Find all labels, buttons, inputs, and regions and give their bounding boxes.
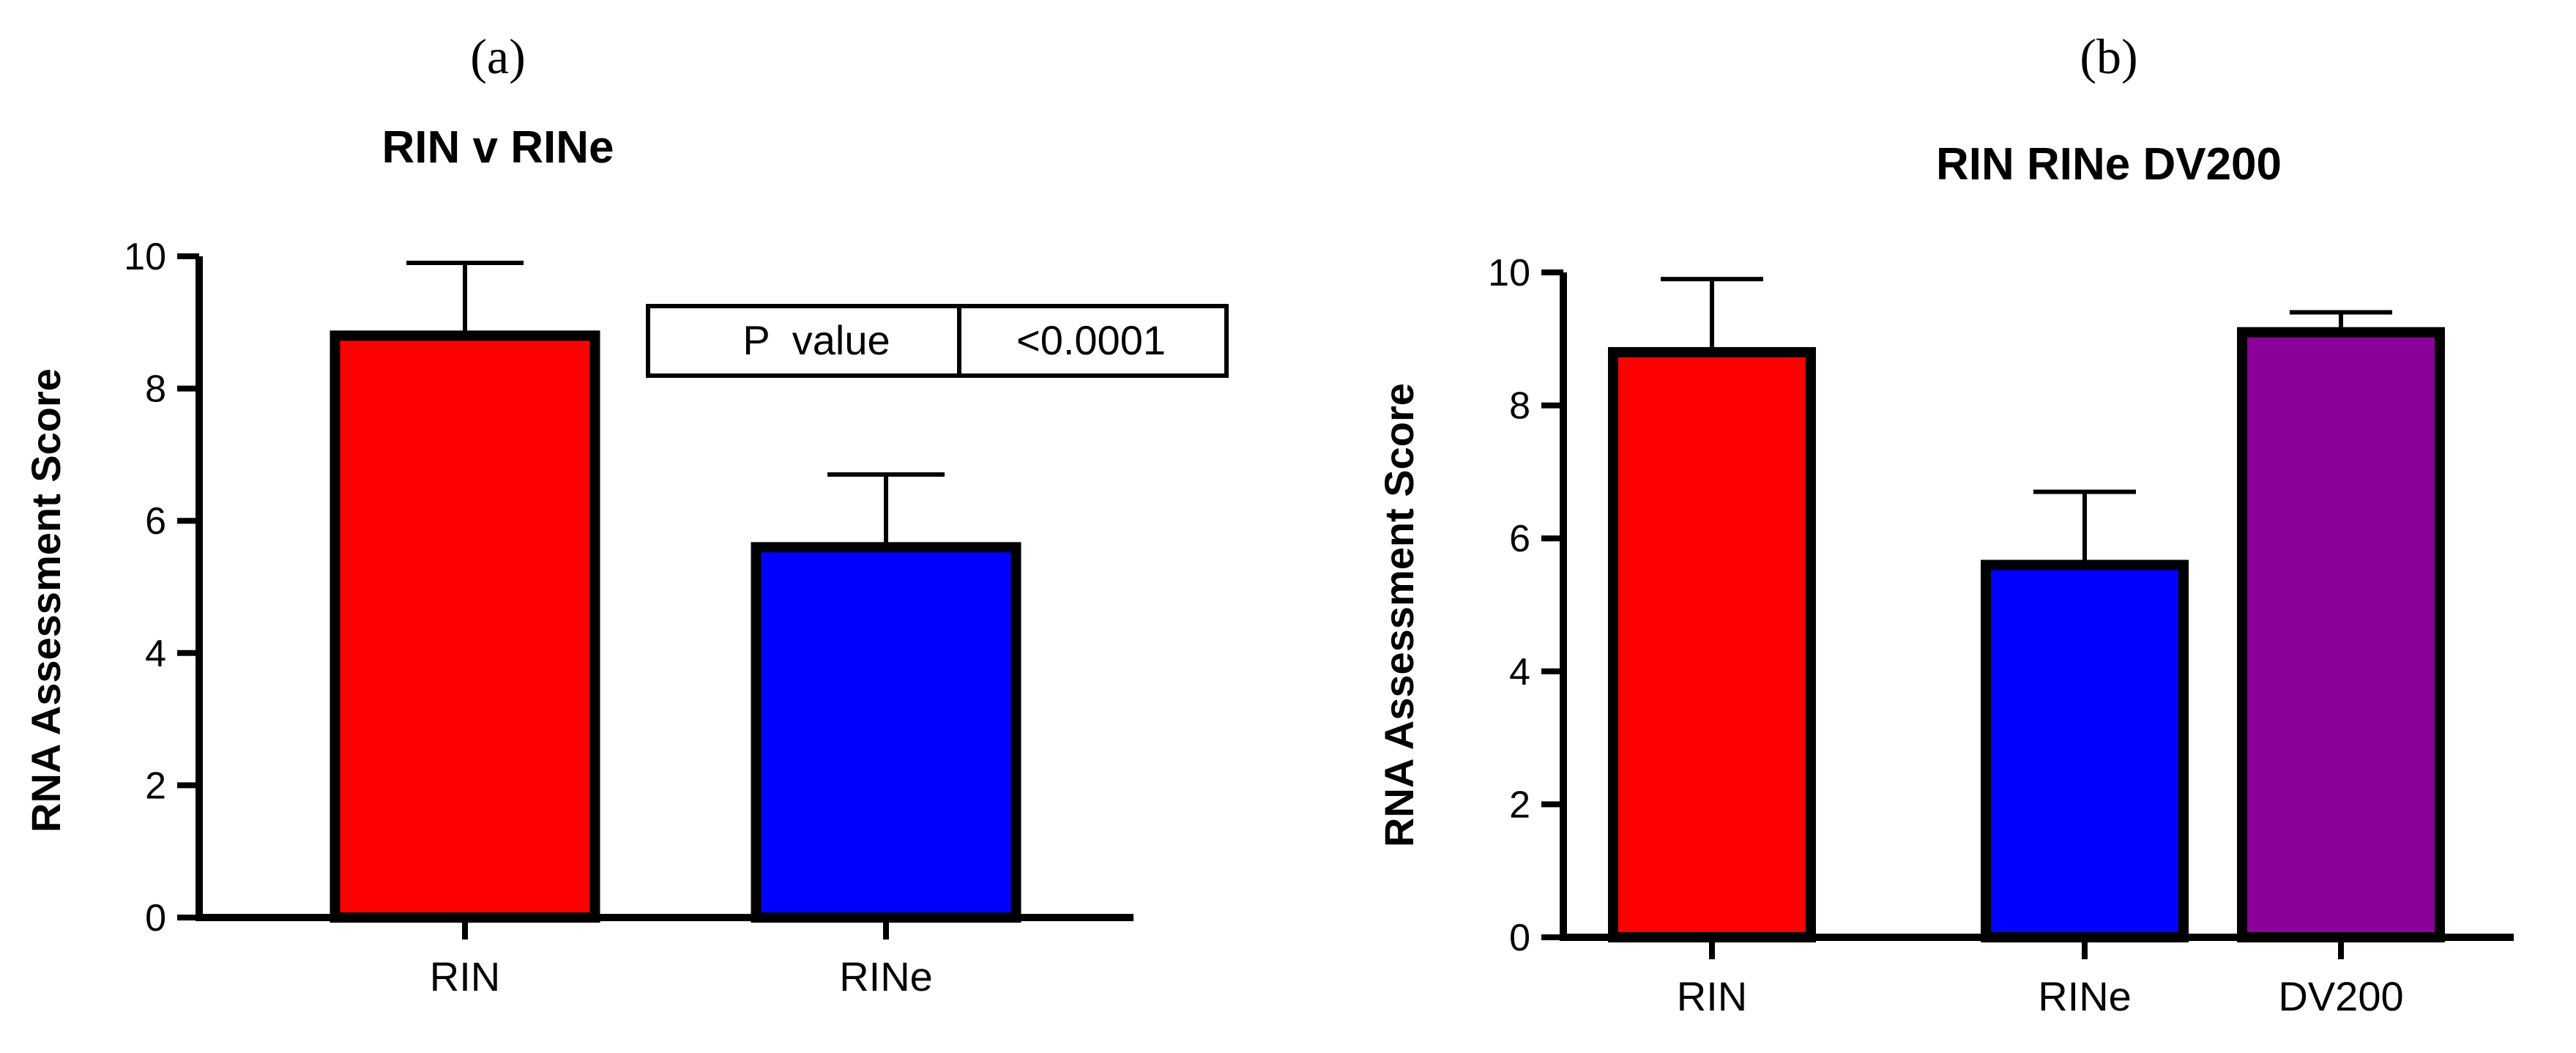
p-value-box bbox=[646, 304, 1229, 378]
panel-a: (a) RIN v RINe RNA Assessment Score 0 2 4 6… bbox=[23, 29, 1229, 1000]
chart0-bar-rin bbox=[330, 330, 600, 923]
chart1-y-tick-label: 10 bbox=[1488, 252, 1530, 294]
panel-b-y-axis-label: RNA Assessment Score bbox=[1376, 383, 1422, 847]
chart1-category-label: DV200 bbox=[2278, 973, 2403, 1019]
chart0-y-tick-label: 2 bbox=[145, 764, 166, 807]
chart0-y-tick-label: 4 bbox=[145, 633, 166, 675]
chart0-category-label: RINe bbox=[839, 953, 933, 1000]
chart0-category-label: RIN bbox=[430, 953, 500, 1000]
panel-b-label: (b) bbox=[2080, 29, 2137, 84]
chart1-bar-rin bbox=[1608, 346, 1816, 942]
chart1-category-label: RINe bbox=[2038, 973, 2132, 1019]
panel-a-y-axis-label: RNA Assessment Score bbox=[23, 368, 69, 833]
panel-b-title: RIN RINe DV200 bbox=[1936, 139, 2282, 190]
chart0-y-tick-label: 8 bbox=[145, 368, 166, 411]
p-value-value: <0.0001 bbox=[1016, 317, 1166, 363]
chart0-y-tick-label: 0 bbox=[145, 897, 166, 939]
chart1-y-tick-label: 0 bbox=[1509, 917, 1530, 959]
panel-a-marks: 0 2 4 6 8 10 RIN RINe bbox=[124, 236, 1133, 1000]
p-value-label: P value bbox=[742, 317, 890, 363]
chart1-bar-rine bbox=[1981, 559, 2189, 943]
chart0-y-tick-label: 10 bbox=[124, 236, 166, 278]
p-value-table: P value <0.0001 bbox=[646, 304, 1229, 378]
panel-b: (b) RIN RINe DV200 RNA Assessment Score … bbox=[1376, 29, 2514, 1019]
panel-a-label: (a) bbox=[470, 29, 525, 84]
chart1-y-tick-label: 8 bbox=[1509, 385, 1530, 428]
panel-a-title: RIN v RINe bbox=[382, 122, 614, 173]
chart1-bar-dv200 bbox=[2237, 327, 2445, 943]
chart0-y-tick-label: 6 bbox=[145, 500, 166, 543]
chart1-y-tick-label: 2 bbox=[1509, 784, 1530, 826]
chart1-y-tick-label: 4 bbox=[1509, 651, 1530, 693]
chart1-category-label: RIN bbox=[1677, 973, 1747, 1019]
chart0-bar-rine bbox=[751, 542, 1021, 923]
chart1-y-tick-label: 6 bbox=[1509, 518, 1530, 560]
panel-b-marks: 0 2 4 6 8 10 RIN RINe DV200 bbox=[1488, 252, 2514, 1019]
